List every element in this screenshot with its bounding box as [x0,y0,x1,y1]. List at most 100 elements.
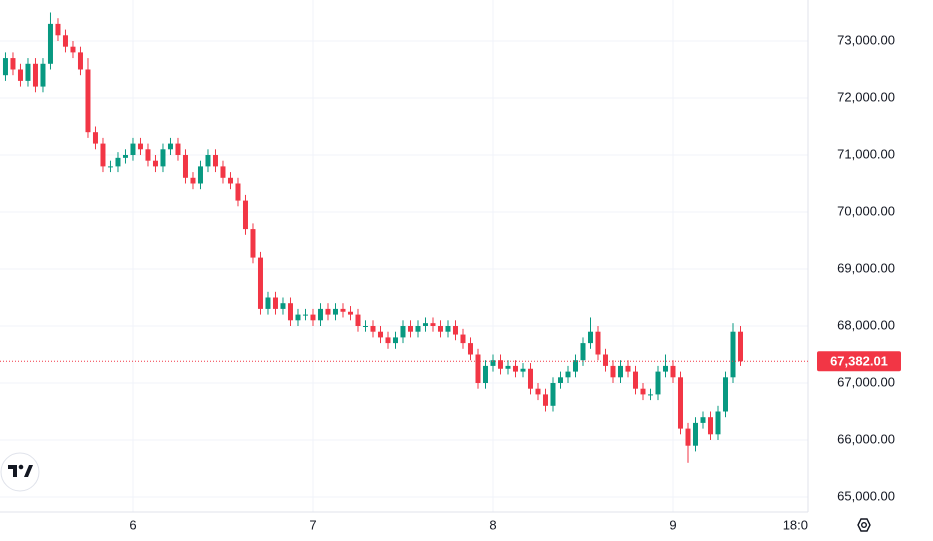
candle-body [310,314,316,321]
candle-body [17,69,23,81]
y-tick-label: 72,000.00 [837,89,895,104]
candle-body [475,354,481,384]
candle-body [55,23,61,36]
candle-body [452,325,458,335]
y-tick-label: 70,000.00 [837,203,895,218]
candle-body [10,58,16,70]
candle-body [25,63,31,81]
x-tick-label: 9 [669,517,676,532]
candle-body [587,331,593,344]
candle-body [152,160,158,167]
candle-body [737,331,743,362]
candle-body [137,143,143,150]
candle-body [535,388,541,395]
candle-body [32,63,38,87]
last-price-label: 67,382.01 [830,354,888,369]
candle-body [287,303,293,321]
candle-body [625,365,631,372]
x-tick-label: 18:0 [783,517,808,532]
candle-body [160,149,166,167]
candle-body [640,388,646,395]
settings-button[interactable] [857,518,871,532]
candle-body [92,132,98,144]
candle-body [407,325,413,332]
candle-body [355,314,361,326]
candle-body [347,311,353,315]
candle-body [527,368,533,389]
candle-body [632,371,638,389]
y-tick-label: 67,000.00 [837,374,895,389]
candle-body [265,297,271,309]
candle-body [115,157,121,167]
candle-body [430,323,436,326]
candle-body [295,314,301,321]
y-tick-label: 66,000.00 [837,431,895,446]
candle-body [182,154,188,178]
x-tick-label: 6 [129,517,136,532]
candle-body [707,417,713,435]
candle-body [512,365,518,372]
candle-body [47,23,53,64]
candle-body [692,422,698,446]
candle-body [2,58,8,76]
candle-body [190,177,196,184]
y-tick-label: 65,000.00 [837,488,895,503]
candle-body [730,331,736,378]
candle-body [122,154,128,158]
candle-body [340,308,346,312]
candle-body [197,166,203,184]
candle-body [722,377,728,412]
tradingview-logo[interactable] [0,452,40,492]
candle-body [332,308,338,315]
candle-body [415,325,421,332]
x-tick-label: 8 [489,517,496,532]
candle-body [85,69,91,133]
candle-body [445,325,451,332]
candle-body [392,337,398,344]
candle-body [77,52,83,70]
candle-body [317,308,323,321]
candle-body [670,365,676,378]
candle-body [130,143,136,155]
candle-body [617,365,623,378]
candle-body [542,394,548,406]
y-tick-label: 68,000.00 [837,317,895,332]
candle-body [647,394,653,396]
candle-body [385,337,391,344]
candle-body [565,371,571,378]
candle-body [250,229,256,258]
axes: 65,000.00 66,000.00 67,000.00 68,000.00 69,0… [0,32,901,532]
candle-body [610,365,616,378]
last-price-box [817,351,901,372]
candle-body [595,331,601,355]
candle-body [325,308,331,315]
candle-body [460,334,466,344]
candle-body [580,343,586,361]
candle-body [70,46,76,53]
candle-body [482,365,488,384]
candle-body [422,323,428,326]
candle-body [100,143,106,167]
candle-body [175,143,181,155]
candle-body [700,417,706,423]
candle-body [370,325,376,332]
candle-body [572,360,578,372]
candle-body [655,371,661,395]
candle-body [602,354,608,366]
candle-body [235,183,241,201]
candle-body [220,166,226,178]
y-tick-label: 73,000.00 [837,32,895,47]
candle-body [167,143,173,150]
candle-body [520,368,526,372]
x-tick-label: 7 [309,517,316,532]
y-tick-label: 69,000.00 [837,260,895,275]
candle-body [145,149,151,161]
candle-body [205,154,211,167]
candle-body [227,177,233,184]
y-tick-label: 71,000.00 [837,146,895,161]
candle-body [685,428,691,446]
candle-body [62,35,68,47]
candle-body [497,360,503,369]
candle-body [302,314,308,316]
